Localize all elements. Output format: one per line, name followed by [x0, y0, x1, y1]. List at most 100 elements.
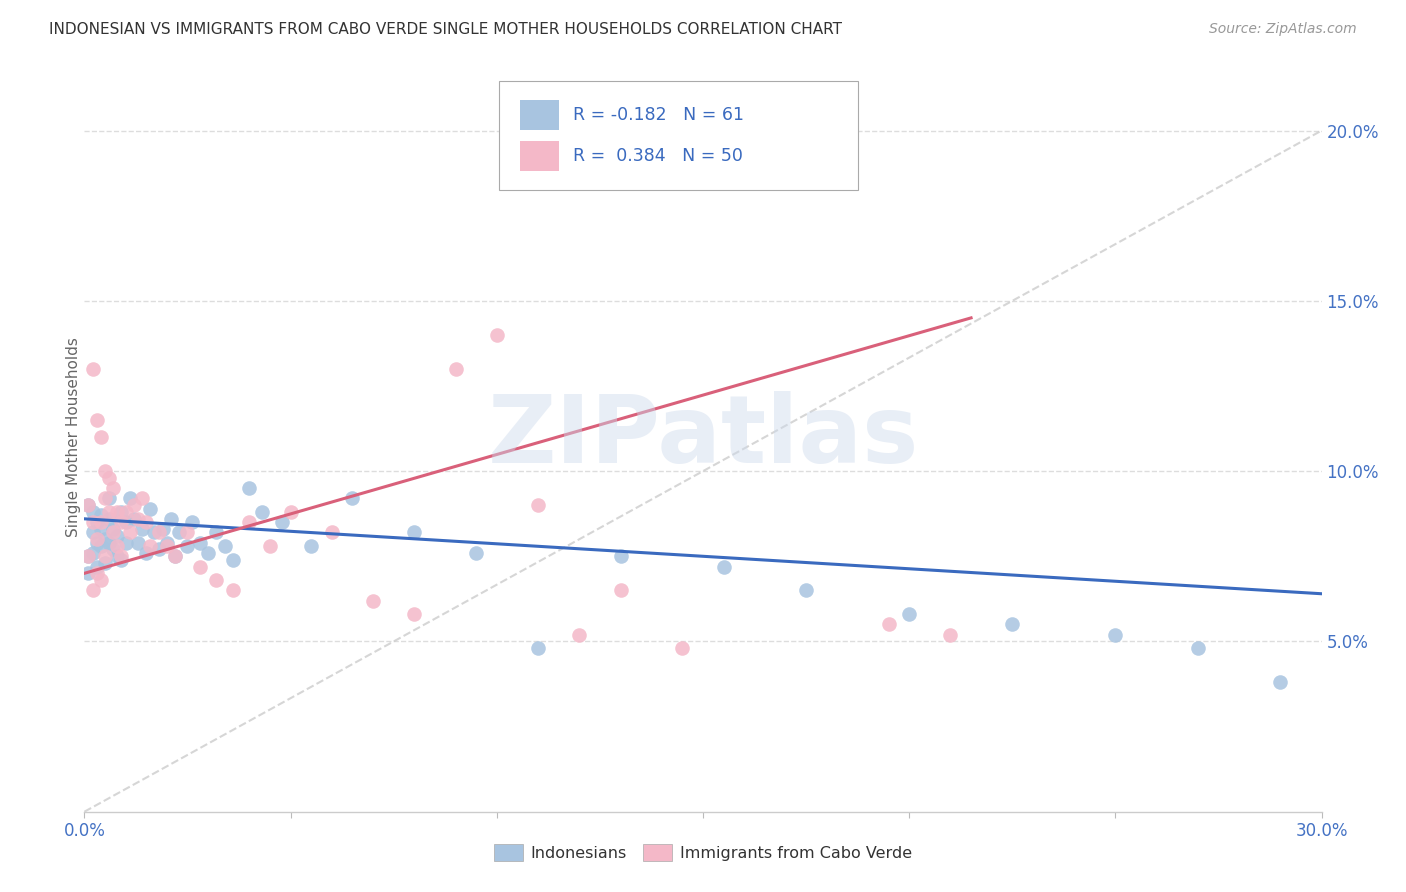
Point — [671, 641, 693, 656]
Point — [222, 583, 245, 598]
Point — [90, 539, 112, 553]
Point — [205, 525, 228, 540]
Point — [94, 549, 117, 564]
Point — [527, 641, 550, 656]
Point — [103, 525, 125, 540]
Point — [86, 515, 108, 529]
Point — [98, 512, 121, 526]
Point — [114, 535, 136, 549]
Point — [527, 498, 550, 512]
Point — [222, 552, 245, 566]
Point — [280, 505, 302, 519]
Point — [131, 522, 153, 536]
Point — [90, 430, 112, 444]
Point — [110, 515, 132, 529]
Point — [110, 552, 132, 566]
Point — [135, 515, 157, 529]
Point — [609, 583, 631, 598]
Point — [148, 542, 170, 557]
Point — [77, 498, 100, 512]
FancyBboxPatch shape — [499, 81, 858, 190]
Point — [299, 539, 322, 553]
Point — [82, 505, 104, 519]
Point — [114, 505, 136, 519]
Point — [188, 559, 211, 574]
Point — [238, 515, 260, 529]
Point — [148, 525, 170, 540]
Point — [404, 525, 426, 540]
Point — [77, 549, 100, 564]
Point — [465, 546, 488, 560]
Point — [98, 491, 121, 506]
Point — [86, 566, 108, 581]
Point — [160, 512, 183, 526]
Point — [77, 498, 100, 512]
Point — [135, 546, 157, 560]
Point — [321, 525, 343, 540]
Point — [90, 573, 112, 587]
Point — [98, 471, 121, 485]
Point — [176, 525, 198, 540]
Point — [205, 573, 228, 587]
Point — [77, 566, 100, 581]
Point — [94, 533, 117, 547]
Point — [94, 464, 117, 478]
Point — [188, 535, 211, 549]
Point — [82, 362, 104, 376]
Point — [176, 539, 198, 553]
Point — [485, 327, 508, 342]
Point — [122, 512, 145, 526]
Point — [156, 539, 179, 553]
Point — [156, 535, 179, 549]
Point — [103, 481, 125, 495]
Point — [939, 627, 962, 641]
Point — [103, 522, 125, 536]
Bar — [520, 100, 560, 130]
Text: INDONESIAN VS IMMIGRANTS FROM CABO VERDE SINGLE MOTHER HOUSEHOLDS CORRELATION CH: INDONESIAN VS IMMIGRANTS FROM CABO VERDE… — [49, 22, 842, 37]
Point — [90, 515, 112, 529]
Point — [342, 491, 364, 506]
Point — [90, 522, 112, 536]
Point — [1270, 675, 1292, 690]
Y-axis label: Single Mother Households: Single Mother Households — [66, 337, 80, 537]
Point — [259, 539, 281, 553]
Point — [98, 535, 121, 549]
Point — [118, 525, 141, 540]
Point — [86, 535, 108, 549]
Text: R = -0.182   N = 61: R = -0.182 N = 61 — [574, 106, 744, 124]
Text: R =  0.384   N = 50: R = 0.384 N = 50 — [574, 147, 742, 165]
Point — [86, 413, 108, 427]
Point — [794, 583, 817, 598]
Point — [86, 559, 108, 574]
Point — [1104, 627, 1126, 641]
Point — [82, 515, 104, 529]
Point — [361, 593, 384, 607]
Point — [122, 498, 145, 512]
Point — [609, 549, 631, 564]
Point — [105, 529, 128, 543]
Point — [103, 542, 125, 557]
Point — [139, 539, 162, 553]
Point — [404, 607, 426, 622]
Point — [877, 617, 900, 632]
Point — [180, 515, 202, 529]
Point — [238, 481, 260, 495]
Point — [143, 525, 166, 540]
Point — [127, 512, 149, 526]
Point — [82, 583, 104, 598]
Point — [118, 491, 141, 506]
Point — [105, 505, 128, 519]
Point — [214, 539, 236, 553]
Point — [167, 525, 190, 540]
Point — [131, 491, 153, 506]
Point — [713, 559, 735, 574]
Point — [165, 549, 187, 564]
Point — [127, 535, 149, 549]
Point — [110, 549, 132, 564]
Point — [105, 539, 128, 553]
Text: ZIPatlas: ZIPatlas — [488, 391, 918, 483]
Bar — [520, 141, 560, 171]
Point — [898, 607, 921, 622]
Point — [82, 546, 104, 560]
Point — [271, 515, 294, 529]
